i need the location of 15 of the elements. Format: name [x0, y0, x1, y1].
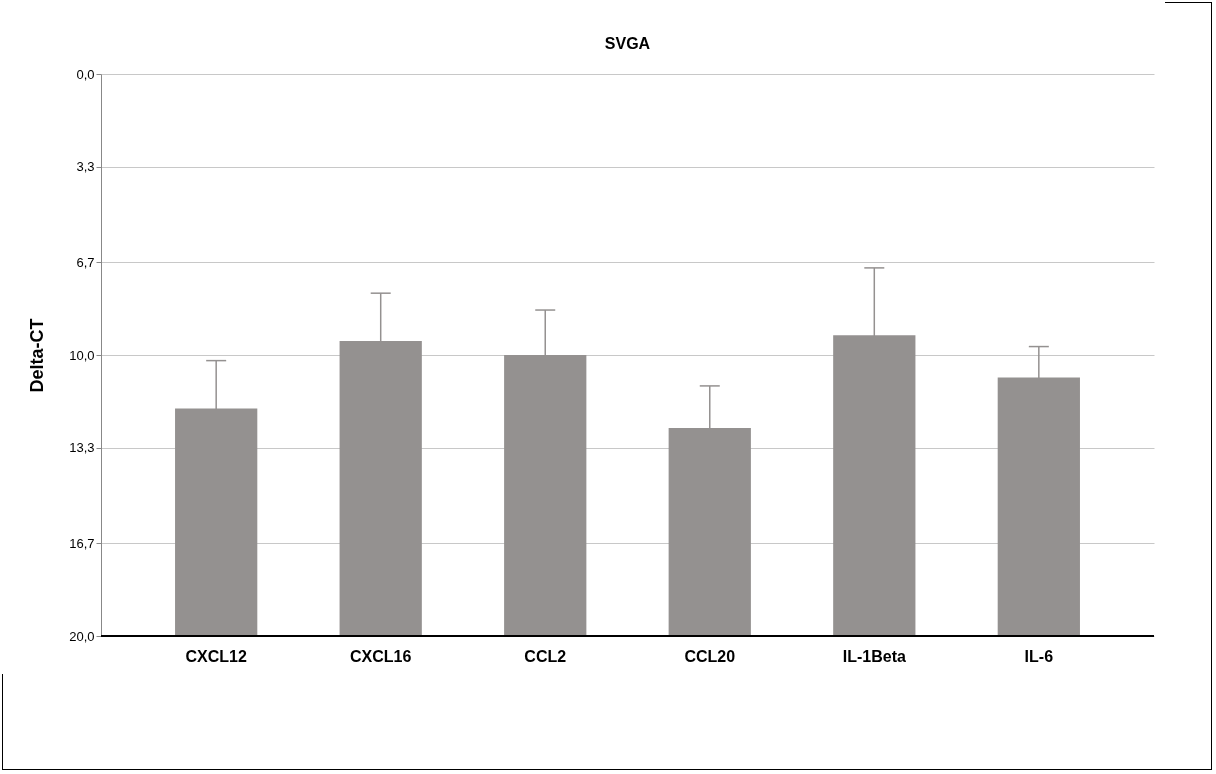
y-tick-label: 10,0: [69, 347, 95, 363]
x-tick-label: CCL20: [684, 647, 736, 665]
x-tick-label: CXCL16: [350, 647, 412, 665]
x-tick-label: CCL2: [524, 647, 567, 665]
y-tick-label: 3,3: [76, 159, 95, 175]
y-tick-label: 20,0: [69, 628, 95, 644]
y-tick-label: 13,3: [69, 440, 95, 456]
y-tick-label: 16,7: [69, 535, 95, 551]
chart-title: SVGA: [604, 35, 651, 52]
y-tick-label: 0,0: [76, 66, 95, 82]
x-tick-label: IL-6: [1024, 647, 1054, 665]
y-axis-title: Delta-CT: [27, 318, 48, 393]
x-tick-label: IL-1Beta: [842, 647, 906, 665]
x-tick-label: CXCL12: [185, 647, 247, 665]
y-tick-label: 6,7: [76, 254, 95, 270]
